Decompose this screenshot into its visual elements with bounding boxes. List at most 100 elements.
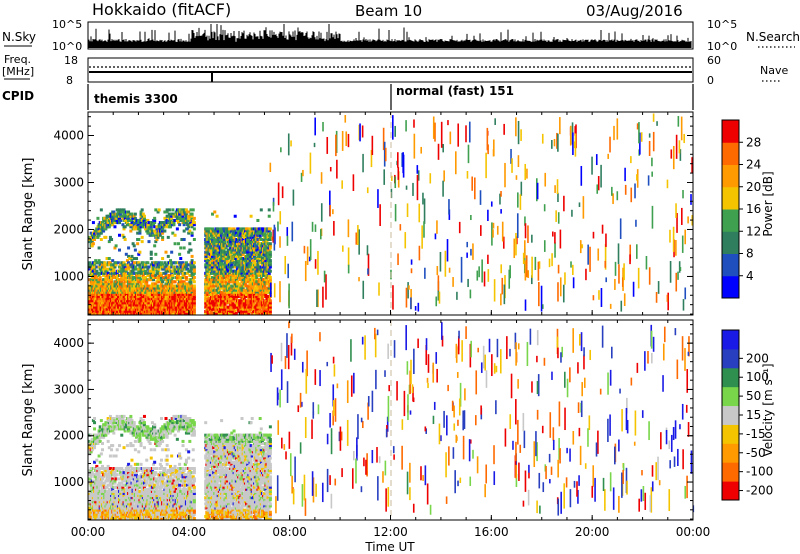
power-echo-cell: [245, 295, 249, 299]
power-echo-streak: [557, 192, 559, 202]
power-echo-streak: [347, 247, 350, 267]
power-echo-cell: [235, 240, 239, 244]
power-echo-cell: [243, 288, 247, 292]
power-echo-cell: [192, 303, 196, 307]
power-echo-streak: [443, 170, 445, 182]
power-echo-cell: [207, 254, 211, 258]
power-echo-cell: [95, 265, 99, 269]
power-echo-cell: [179, 216, 183, 220]
power-echo-cell: [246, 301, 250, 305]
power-echo-cell: [255, 276, 259, 280]
power-echo-cell: [170, 214, 174, 218]
power-echo-cell: [263, 284, 267, 288]
power-echo-cell: [122, 282, 126, 286]
power-echo-cell: [268, 235, 272, 239]
power-echo-cell: [110, 216, 114, 220]
power-echo-streak: [406, 203, 409, 218]
power-echo-cell: [192, 312, 196, 315]
power-echo-cell: [111, 299, 115, 303]
power-echo-cell: [204, 297, 208, 301]
power-echo-streak: [601, 224, 604, 234]
power-echo-cell: [171, 269, 175, 273]
power-echo-cell: [111, 265, 115, 269]
power-echo-cell: [139, 210, 143, 214]
power-echo-cell: [181, 214, 185, 218]
power-echo-cell: [99, 208, 103, 212]
power-echo-cell: [162, 276, 166, 280]
power-echo-cell: [221, 276, 225, 280]
power-echo-cell: [225, 273, 229, 277]
power-echo-cell: [205, 303, 209, 307]
power-echo-cell: [188, 216, 192, 220]
power-echo-cell: [179, 257, 183, 261]
power-echo-cell: [221, 278, 225, 282]
power-echo-cell: [251, 307, 255, 311]
power-echo-cell: [267, 248, 271, 252]
power-echo-streak: [636, 123, 639, 130]
power-echo-cell: [110, 276, 114, 280]
power-echo-cell: [132, 257, 136, 261]
power-echo-cell: [213, 257, 217, 261]
power-echo-cell: [123, 271, 127, 275]
power-echo-cell: [169, 259, 173, 263]
power-echo-cell: [156, 235, 160, 239]
power-echo-cell: [211, 267, 215, 271]
power-echo-cell: [241, 263, 245, 267]
power-echo-streak: [397, 152, 399, 168]
power-echo-cell: [146, 273, 150, 277]
power-echo-cell: [263, 231, 267, 235]
power-echo-cell: [144, 312, 148, 315]
power-echo-cell: [247, 280, 251, 284]
power-echo-streak: [487, 254, 489, 264]
power-echo-cell: [228, 248, 232, 252]
power-echo-cell: [114, 261, 118, 265]
power-echo-cell: [113, 265, 117, 269]
power-echo-cell: [170, 263, 174, 267]
power-echo-cell: [93, 237, 97, 241]
power-echo-cell: [108, 235, 112, 239]
power-echo-cell: [213, 242, 217, 246]
power-echo-streak: [434, 122, 436, 142]
power-echo-cell: [187, 210, 191, 214]
power-echo-cell: [265, 278, 269, 282]
power-echo-cell: [157, 261, 161, 265]
power-echo-cell: [258, 307, 262, 311]
power-echo-streak: [679, 149, 682, 161]
power-echo-cell: [179, 278, 183, 282]
power-echo-streak: [648, 140, 651, 156]
power-echo-cell: [252, 292, 256, 296]
power-echo-cell: [139, 271, 143, 275]
power-echo-cell: [140, 223, 144, 227]
power-echo-cell: [264, 271, 268, 275]
power-echo-cell: [107, 263, 111, 267]
power-echo-cell: [243, 259, 247, 263]
power-echo-cell: [154, 282, 158, 286]
power-echo-cell: [256, 231, 260, 235]
power-echo-cell: [138, 265, 142, 269]
power-echo-cell: [211, 305, 215, 309]
power-echo-cell: [120, 208, 124, 212]
power-echo-cell: [192, 307, 196, 311]
power-echo-cell: [268, 312, 272, 315]
power-echo-cell: [258, 257, 262, 261]
power-echo-cell: [225, 267, 229, 271]
power-echo-streak: [417, 170, 420, 181]
power-echo-cell: [225, 231, 229, 235]
noise-right-tick-bottom: 10^0: [707, 40, 737, 53]
power-echo-cell: [107, 218, 111, 222]
power-echo-cell: [179, 214, 183, 218]
power-echo-streak: [544, 172, 547, 187]
power-echo-cell: [91, 301, 95, 305]
power-echo-cell: [211, 276, 215, 280]
power-echo-cell: [104, 280, 108, 284]
power-echo-cell: [157, 265, 161, 269]
power-echo-cell: [192, 297, 196, 301]
power-echo-cell: [238, 303, 242, 307]
power-echo-cell: [158, 227, 162, 231]
power-echo-streak: [554, 242, 556, 258]
power-echo-cell: [211, 290, 215, 294]
power-echo-streak: [466, 170, 469, 179]
power-echo-cell: [155, 237, 159, 241]
power-echo-cell: [153, 221, 157, 225]
